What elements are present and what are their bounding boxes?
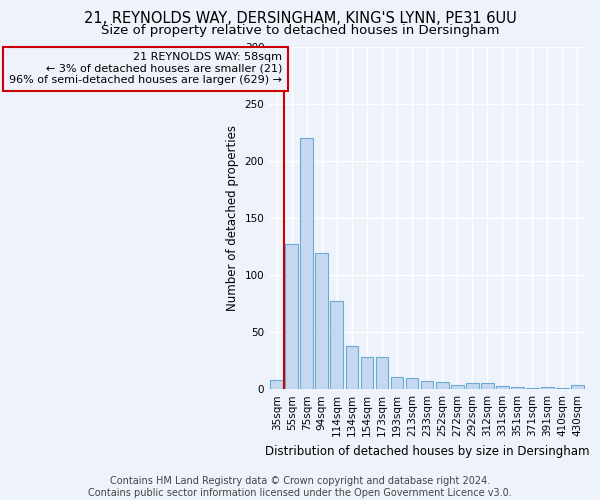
Bar xyxy=(301,138,313,389)
Bar xyxy=(511,387,524,389)
Bar xyxy=(271,380,283,389)
Y-axis label: Number of detached properties: Number of detached properties xyxy=(226,125,239,311)
Text: 21, REYNOLDS WAY, DERSINGHAM, KING'S LYNN, PE31 6UU: 21, REYNOLDS WAY, DERSINGHAM, KING'S LYN… xyxy=(83,11,517,26)
Bar xyxy=(316,254,328,389)
Bar xyxy=(541,387,554,389)
Bar xyxy=(571,384,584,389)
Bar xyxy=(481,384,494,389)
Bar xyxy=(421,381,433,389)
Bar xyxy=(286,244,298,389)
Text: Contains HM Land Registry data © Crown copyright and database right 2024.
Contai: Contains HM Land Registry data © Crown c… xyxy=(88,476,512,498)
Bar xyxy=(436,382,449,389)
Bar xyxy=(376,357,388,389)
Bar xyxy=(361,357,373,389)
Bar xyxy=(466,384,479,389)
Text: Size of property relative to detached houses in Dersingham: Size of property relative to detached ho… xyxy=(101,24,499,37)
Bar xyxy=(391,376,403,389)
Bar xyxy=(526,388,539,389)
Bar xyxy=(496,386,509,389)
Text: 21 REYNOLDS WAY: 58sqm
← 3% of detached houses are smaller (21)
96% of semi-deta: 21 REYNOLDS WAY: 58sqm ← 3% of detached … xyxy=(9,52,282,86)
Bar xyxy=(406,378,418,389)
Bar xyxy=(331,301,343,389)
Bar xyxy=(556,388,569,389)
Bar xyxy=(451,384,464,389)
Bar xyxy=(346,346,358,389)
X-axis label: Distribution of detached houses by size in Dersingham: Distribution of detached houses by size … xyxy=(265,444,589,458)
